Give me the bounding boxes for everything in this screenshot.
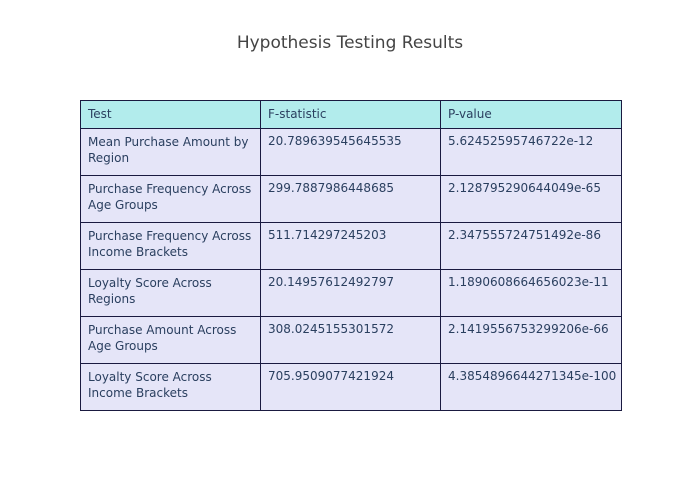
p-value-cell: 1.1890608664656023e-11 [440, 269, 622, 317]
f-statistic-cell: 299.7887986448685 [260, 175, 441, 223]
p-value-cell: 5.62452595746722e-12 [440, 128, 622, 176]
test-name-cell: Mean Purchase Amount by Region [80, 128, 261, 176]
table-row: Loyalty Score Across Income Brackets 705… [80, 363, 622, 411]
results-table: Test F-statistic P-value Mean Purchase A… [80, 100, 622, 411]
column-header-f-statistic: F-statistic [260, 100, 441, 129]
test-name-cell: Purchase Amount Across Age Groups [80, 316, 261, 364]
chart-title: Hypothesis Testing Results [236, 33, 464, 53]
table-row: Purchase Frequency Across Income Bracket… [80, 222, 622, 270]
test-name-cell: Loyalty Score Across Income Brackets [80, 363, 261, 411]
table-row: Purchase Frequency Across Age Groups 299… [80, 175, 622, 223]
f-statistic-cell: 308.0245155301572 [260, 316, 441, 364]
test-name-cell: Purchase Frequency Across Income Bracket… [80, 222, 261, 270]
table-row: Purchase Amount Across Age Groups 308.02… [80, 316, 622, 364]
column-header-p-value: P-value [440, 100, 622, 129]
f-statistic-cell: 20.789639545645535 [260, 128, 441, 176]
table-row: Loyalty Score Across Regions 20.14957612… [80, 269, 622, 317]
table-row: Mean Purchase Amount by Region 20.789639… [80, 128, 622, 176]
test-name-cell: Loyalty Score Across Regions [80, 269, 261, 317]
p-value-cell: 4.3854896644271345e-100 [440, 363, 622, 411]
f-statistic-cell: 511.714297245203 [260, 222, 441, 270]
f-statistic-cell: 20.14957612492797 [260, 269, 441, 317]
p-value-cell: 2.1419556753299206e-66 [440, 316, 622, 364]
table-header-row: Test F-statistic P-value [80, 100, 622, 129]
p-value-cell: 2.347555724751492e-86 [440, 222, 622, 270]
f-statistic-cell: 705.9509077421924 [260, 363, 441, 411]
column-header-test: Test [80, 100, 261, 129]
p-value-cell: 2.128795290644049e-65 [440, 175, 622, 223]
test-name-cell: Purchase Frequency Across Age Groups [80, 175, 261, 223]
